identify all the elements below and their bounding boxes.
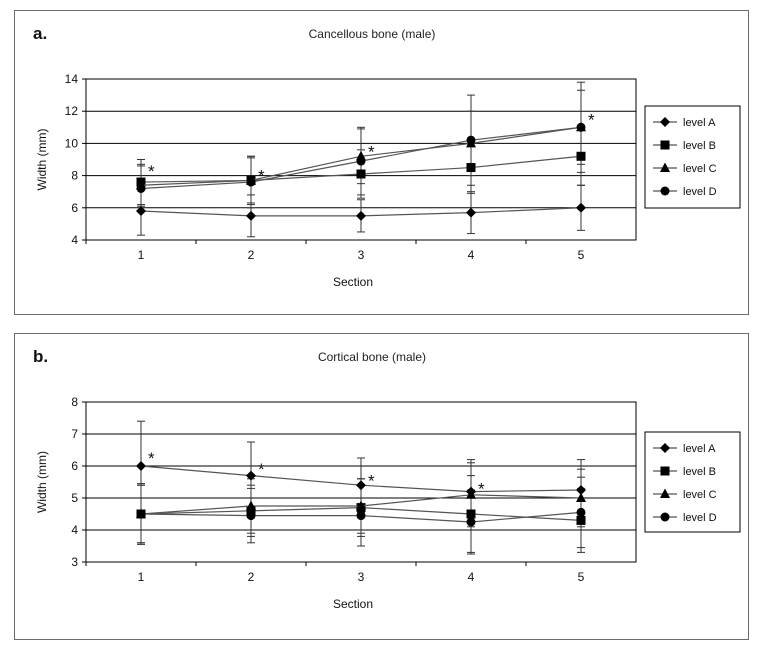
- legend-label: level B: [683, 466, 716, 478]
- data-point: [356, 500, 366, 510]
- series-3: [136, 507, 586, 527]
- data-point: [136, 183, 146, 193]
- data-point: [466, 489, 476, 499]
- y-tick-label: 6: [71, 459, 78, 473]
- data-point: [246, 470, 256, 481]
- x-axis-label: Section: [333, 275, 373, 289]
- legend-marker: [660, 140, 670, 150]
- legend-label: level D: [683, 512, 717, 524]
- legend-marker: [660, 466, 670, 476]
- panel-b-chart: b. Cortical bone (male) 3 4 5 6 7 8 1 2 3 4 5 Section…: [33, 347, 741, 611]
- significance-marker: *: [148, 162, 155, 181]
- data-point: [246, 177, 256, 187]
- x-tick-label: 1: [138, 570, 145, 584]
- legend-label: level A: [683, 443, 716, 455]
- panel-a-frame: a. Cancellous bone (male) 4 6 8 10 12 14 1 2 3 4 5 Se…: [14, 10, 749, 315]
- panel-b-frame: b. Cortical bone (male) 3 4 5 6 7 8 1 2 3 4 5 Section…: [14, 333, 749, 640]
- y-axis-label: Width (mm): [35, 129, 49, 191]
- data-point: [356, 169, 366, 179]
- legend-marker: [660, 186, 670, 196]
- y-tick-label: 6: [71, 201, 78, 215]
- significance-marker: *: [148, 449, 155, 468]
- panel-letter: b.: [33, 347, 48, 366]
- x-tick-label: 5: [578, 248, 585, 262]
- data-point: [576, 485, 586, 495]
- x-tick-label: 4: [468, 570, 475, 584]
- y-tick-label: 14: [65, 72, 79, 86]
- legend-label: level C: [683, 163, 717, 175]
- y-tick-label: 3: [71, 555, 78, 569]
- data-point: [576, 492, 586, 502]
- data-point: [576, 151, 586, 161]
- y-axis-label: Width (mm): [35, 451, 49, 513]
- legend-marker: [660, 488, 670, 498]
- significance-marker: *: [588, 110, 595, 129]
- data-point: [356, 511, 366, 521]
- legend-label: level D: [683, 186, 717, 198]
- legend-marker: [660, 162, 670, 172]
- data-point: [576, 122, 586, 132]
- y-tick-label: 5: [71, 491, 78, 505]
- y-tick-label: 4: [71, 233, 78, 247]
- x-tick-label: 2: [248, 570, 255, 584]
- x-tick-label: 1: [138, 248, 145, 262]
- data-point: [136, 461, 146, 471]
- data-point: [576, 202, 586, 213]
- data-point: [246, 511, 256, 521]
- x-tick-label: 4: [468, 248, 475, 262]
- y-tick-label: 7: [71, 427, 78, 441]
- significance-marker: *: [258, 167, 265, 186]
- data-point: [466, 509, 476, 519]
- legend-label: level A: [683, 117, 716, 129]
- legend-marker: [660, 443, 670, 453]
- legend-label: level C: [683, 489, 717, 501]
- data-point: [356, 156, 366, 166]
- x-tick-label: 5: [578, 570, 585, 584]
- x-axis-label: Section: [333, 597, 373, 611]
- series-0: [136, 202, 586, 221]
- x-tick-label: 3: [358, 248, 365, 262]
- y-tick-label: 8: [71, 395, 78, 409]
- legend: level A level B level C level D: [644, 431, 741, 533]
- legend: level A level B level C level D: [644, 105, 741, 209]
- data-point: [356, 210, 366, 221]
- x-tick-label: 3: [358, 570, 365, 584]
- data-point: [136, 206, 146, 217]
- data-point: [466, 517, 476, 527]
- data-point: [576, 515, 586, 525]
- data-point: [466, 163, 476, 173]
- data-point: [246, 500, 256, 510]
- significance-marker: *: [258, 460, 265, 479]
- legend-marker: [660, 512, 670, 522]
- y-tick-label: 4: [71, 523, 78, 537]
- y-tick-label: 10: [65, 136, 79, 150]
- data-point: [466, 207, 476, 218]
- significance-marker: *: [368, 142, 375, 161]
- data-point: [356, 480, 366, 491]
- chart-title: Cancellous bone (male): [309, 27, 436, 41]
- data-point: [576, 507, 586, 517]
- x-tick-label: 2: [248, 248, 255, 262]
- series-3: [136, 122, 586, 193]
- data-point: [246, 506, 256, 516]
- significance-marker: *: [368, 471, 375, 490]
- legend-label: level B: [683, 140, 716, 152]
- data-point: [466, 135, 476, 145]
- panel-letter: a.: [33, 24, 47, 43]
- data-point: [136, 509, 146, 519]
- chart-title: Cortical bone (male): [318, 350, 426, 364]
- y-tick-label: 12: [65, 104, 79, 118]
- significance-marker: *: [478, 479, 485, 498]
- legend-marker: [660, 117, 670, 127]
- data-point: [246, 210, 256, 221]
- y-tick-label: 8: [71, 169, 78, 183]
